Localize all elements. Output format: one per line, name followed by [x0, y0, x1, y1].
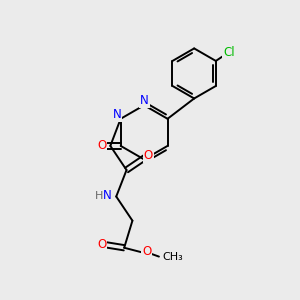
Text: O: O	[142, 245, 151, 258]
Text: N: N	[113, 108, 122, 121]
Text: Cl: Cl	[223, 46, 235, 59]
Text: H: H	[94, 190, 103, 201]
Text: O: O	[97, 238, 106, 251]
Text: N: N	[140, 94, 149, 107]
Text: N: N	[103, 189, 112, 202]
Text: O: O	[144, 149, 153, 162]
Text: O: O	[97, 140, 106, 152]
Text: CH₃: CH₃	[163, 252, 183, 262]
